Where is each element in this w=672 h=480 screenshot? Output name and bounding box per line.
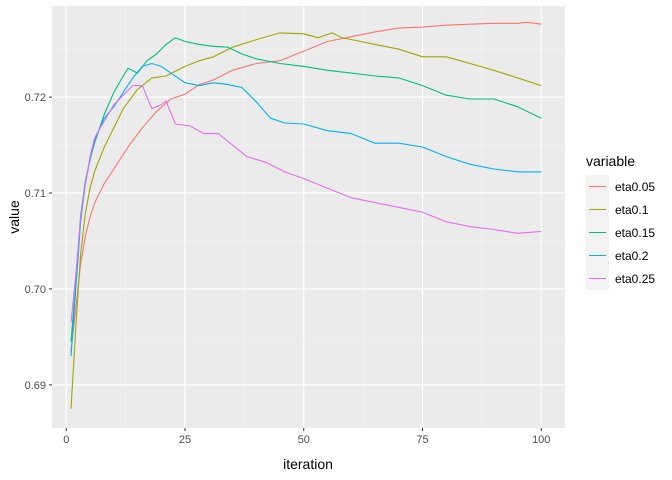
- legend-item: eta0.1: [586, 198, 649, 221]
- x-tick-label: 50: [298, 434, 310, 446]
- legend-item: eta0.05: [586, 175, 655, 198]
- x-axis-title: iteration: [283, 456, 333, 472]
- x-tick-label: 0: [63, 434, 69, 446]
- series-lines: [70, 21, 542, 409]
- legend-item: eta0.15: [586, 221, 655, 244]
- y-tick-label: 0.70: [25, 284, 46, 296]
- x-tick-label: 100: [532, 434, 550, 446]
- plot-panel: [52, 6, 565, 428]
- y-tick-label: 0.72: [25, 92, 46, 104]
- x-axis-ticks: 0 25 50 75 100: [63, 428, 550, 446]
- legend-label: eta0.2: [615, 249, 649, 263]
- legend: variable eta0.05 eta0.1 eta0.15 eta0.2 eta0.…: [586, 153, 655, 290]
- legend-label: eta0.05: [615, 180, 655, 194]
- legend-item: eta0.2: [586, 244, 649, 267]
- y-tick-label: 0.71: [25, 188, 46, 200]
- y-axis-title: value: [6, 200, 22, 234]
- y-tick-label: 0.69: [25, 380, 46, 392]
- series-line-eta0-25: [70, 85, 542, 323]
- legend-label: eta0.1: [615, 203, 649, 217]
- legend-label: eta0.15: [615, 226, 655, 240]
- x-tick-label: 75: [416, 434, 428, 446]
- series-line-eta0-1: [70, 32, 542, 409]
- x-tick-label: 25: [179, 434, 191, 446]
- major-gridlines: [52, 6, 565, 428]
- y-axis-ticks: 0.69 0.70 0.71 0.72: [25, 92, 52, 392]
- legend-title: variable: [586, 153, 635, 169]
- minor-gridlines: [52, 6, 565, 428]
- legend-item: eta0.25: [586, 267, 655, 290]
- series-line-eta0-05: [70, 21, 542, 352]
- legend-label: eta0.25: [615, 272, 655, 286]
